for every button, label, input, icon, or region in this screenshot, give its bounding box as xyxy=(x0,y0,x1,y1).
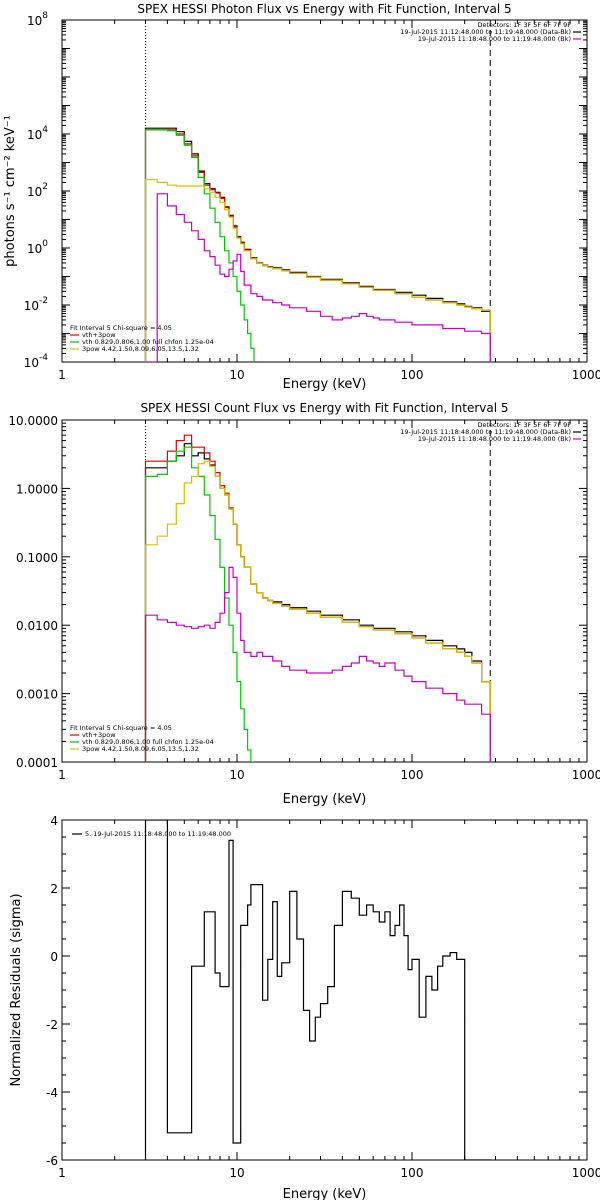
x-tick-label: 10 xyxy=(229,768,244,782)
y-axis-label: Normalized Residuals (sigma) xyxy=(9,893,24,1086)
y-tick-exponent: -2 xyxy=(39,296,48,306)
y-tick-label: 4 xyxy=(50,814,58,828)
x-tick-label: 1000 xyxy=(572,1166,600,1180)
y-tick-exponent: 0 xyxy=(42,239,48,249)
y-tick-label: 2 xyxy=(50,882,58,896)
x-tick-label: 10 xyxy=(229,1166,244,1180)
plot-frame xyxy=(61,19,588,363)
series-line-5 xyxy=(145,193,491,362)
series-line-1 xyxy=(144,820,491,1160)
y-tick-exponent: 8 xyxy=(42,11,48,21)
chart-panel-1: SPEX HESSI Photon Flux vs Energy with Fi… xyxy=(3,2,600,392)
x-axis-label: Energy (keV) xyxy=(283,1187,367,1200)
y-tick-label: -6 xyxy=(46,1154,58,1168)
x-tick-label: 100 xyxy=(401,368,424,382)
y-tick-exponent: -4 xyxy=(39,353,48,363)
series-line-4 xyxy=(144,460,491,762)
x-tick-label: 100 xyxy=(401,1166,424,1180)
y-tick-label: 1.0000 xyxy=(16,482,58,496)
y-tick-exponent: 4 xyxy=(42,125,48,135)
y-tick-label: -4 xyxy=(46,1086,58,1100)
plot-frame xyxy=(61,819,588,1161)
x-tick-label: 1 xyxy=(58,1166,66,1180)
x-axis-label: Energy (keV) xyxy=(283,377,367,392)
x-tick-label: 10 xyxy=(229,368,244,382)
y-tick-label: 0.0100 xyxy=(16,619,58,633)
legend-label: 5. 19-Jul-2015 11:18:48.000 to 11:19:48.… xyxy=(85,830,231,838)
y-tick-label: 10.0000 xyxy=(8,414,58,428)
info-line: Detectors: 1F 3F 5F 6F 7F 9F xyxy=(477,421,571,429)
chart-title: SPEX HESSI Count Flux vs Energy with Fit… xyxy=(140,401,508,415)
x-axis-label: Energy (keV) xyxy=(283,792,367,807)
series-line-2 xyxy=(144,434,491,762)
y-tick-label: 102 xyxy=(27,182,48,199)
info-line: 19-Jul-2015 11:12:48.000 to 11:19:48.000… xyxy=(400,28,571,36)
y-tick-label: 0.1000 xyxy=(16,551,58,565)
legend-label: 3pow 4.42,1.50,8.09,6.05,13.5,1.32 xyxy=(82,345,199,353)
info-line: 19-Jul-2015 11:18:48.000 to 11:19:48.000… xyxy=(400,428,571,436)
legend-label: vth+3pow xyxy=(82,331,116,339)
chart-panel-3: Energy (keV) Normalized Residuals (sigma)… xyxy=(9,814,600,1200)
chart-title: SPEX HESSI Photon Flux vs Energy with Fi… xyxy=(137,2,511,16)
chart-panel-2: SPEX HESSI Count Flux vs Energy with Fit… xyxy=(8,401,600,807)
series-line-2 xyxy=(144,129,491,362)
y-tick-label: 100 xyxy=(27,239,48,256)
legend-label: vth 0.829,0.806,1.00 full chfon 1.25e-04 xyxy=(82,338,214,346)
series-line-3 xyxy=(144,129,255,362)
y-tick-exponent: 2 xyxy=(42,182,48,192)
x-tick-label: 1000 xyxy=(572,368,600,382)
y-tick-label: 10-2 xyxy=(24,296,48,313)
series-line-1 xyxy=(144,443,491,762)
legend-label: vth+3pow xyxy=(82,731,116,739)
plot-frame xyxy=(61,419,588,763)
info-line: Detectors: 1F 3F 5F 6F 7F 9F xyxy=(477,21,571,29)
series-line-1 xyxy=(144,127,491,362)
legend-header: Fit Interval 5 Chi-square = 4.05 xyxy=(70,324,172,332)
y-axis-label: photons s⁻¹ cm⁻² keV⁻¹ xyxy=(3,115,18,267)
info-line: 19-Jul-2015 11:18:48.000 to 11:19:48.000… xyxy=(418,35,571,43)
y-tick-label: -2 xyxy=(46,1018,58,1032)
y-tick-label: 0 xyxy=(50,950,58,964)
y-tick-label: 10-4 xyxy=(24,353,49,370)
x-tick-label: 100 xyxy=(401,768,424,782)
legend-header: Fit Interval 5 Chi-square = 4.05 xyxy=(70,724,172,732)
x-tick-label: 1 xyxy=(58,768,66,782)
x-tick-label: 1000 xyxy=(572,768,600,782)
y-tick-label: 108 xyxy=(27,11,48,28)
series-line-3 xyxy=(144,446,254,762)
series-line-4 xyxy=(144,179,491,362)
info-line: 19-Jul-2015 11:18:48.000 to 11:19:48.000… xyxy=(418,435,571,443)
y-tick-label: 0.0010 xyxy=(16,688,58,702)
y-tick-label: 0.0001 xyxy=(16,756,58,770)
legend-label: 3pow 4.42,1.50,8.09,6.05,13.5,1.32 xyxy=(82,745,199,753)
series-line-5 xyxy=(144,566,491,762)
y-tick-label: 104 xyxy=(27,125,48,142)
legend-label: vth 0.829,0.806,1.00 full chfon 1.25e-04 xyxy=(82,738,214,746)
x-tick-label: 1 xyxy=(58,368,66,382)
